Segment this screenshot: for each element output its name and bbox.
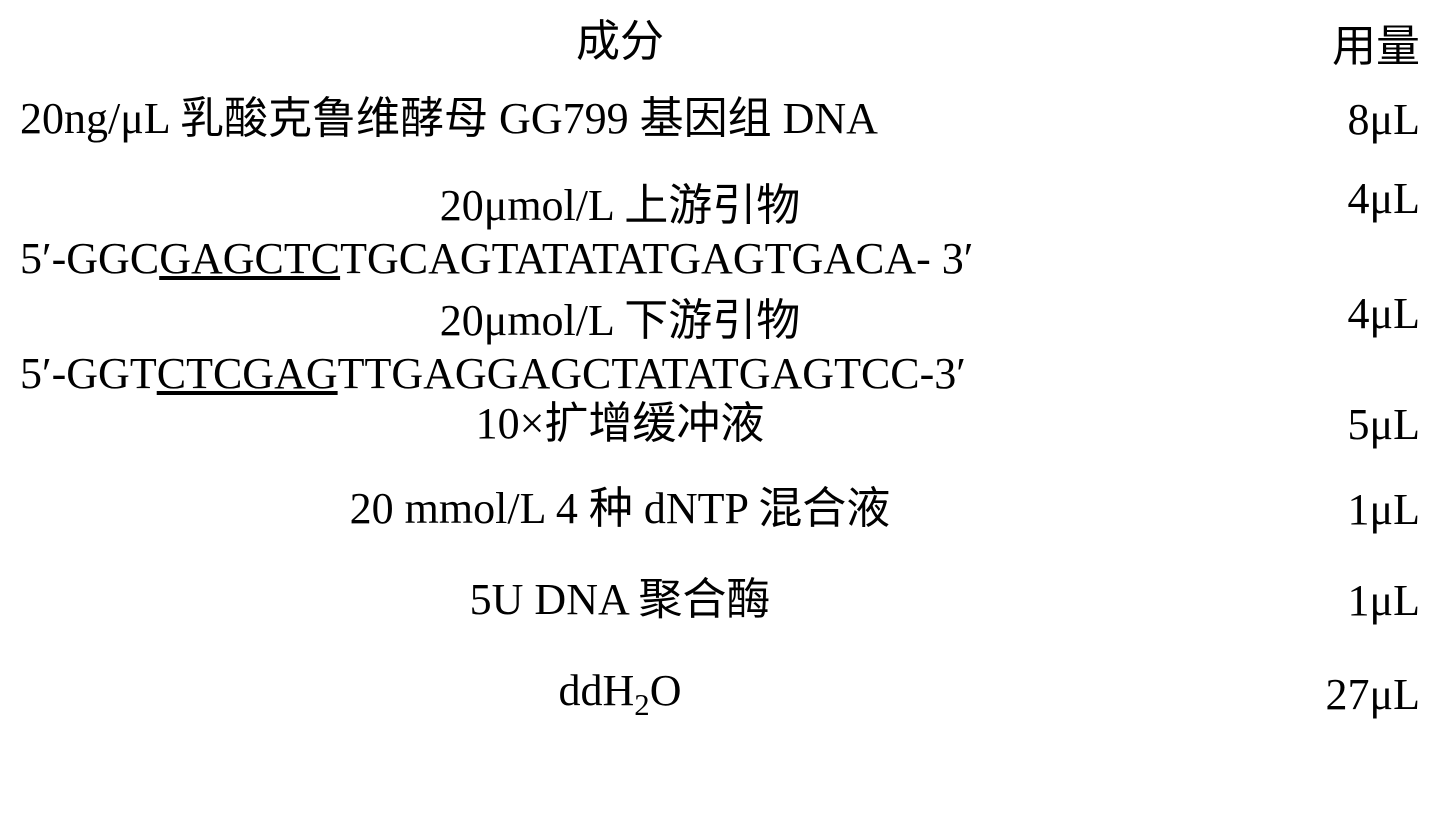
- component-cell: 10×扩增缓冲液: [20, 399, 1220, 450]
- seq-underlined: GAGCTC: [159, 234, 340, 283]
- seq-prefix: 5′-GGC: [20, 234, 159, 283]
- primer-sequence: 5′-GGCGAGCTCTGCAGTATATATGAGTGACA- 3′: [20, 233, 1220, 284]
- seq-suffix: TTGAGGAGCTATATGAGTCC-3′: [338, 349, 966, 398]
- table-row: 20μmol/L 下游引物 5′-GGTCTCGAGTTGAGGAGCTATAT…: [20, 284, 1420, 399]
- amount-cell: 27μL: [1220, 669, 1420, 720]
- seq-prefix: 5′-GGT: [20, 349, 157, 398]
- component-cell: 5U DNA 聚合酶: [20, 575, 1220, 626]
- amount-cell: 8μL: [1220, 94, 1420, 145]
- amount-cell: 4μL: [1220, 169, 1420, 284]
- seq-underlined: CTCGAG: [157, 349, 338, 398]
- water-subscript: 2: [634, 688, 649, 722]
- amount-cell: 4μL: [1220, 284, 1420, 399]
- table-row: 5U DNA 聚合酶 1μL: [20, 575, 1420, 626]
- reagent-table: 成分 用量 20ng/μL 乳酸克鲁维酵母 GG799 基因组 DNA 8μL …: [0, 0, 1450, 733]
- water-suffix: O: [650, 666, 682, 715]
- primer-title: 20μmol/L 上游引物: [20, 169, 1220, 233]
- primer-title: 20μmol/L 下游引物: [20, 284, 1220, 348]
- table-row: ddH2O 27μL: [20, 666, 1420, 723]
- amount-cell: 1μL: [1220, 575, 1420, 626]
- table-row: 10×扩增缓冲液 5μL: [20, 399, 1420, 450]
- table-header-row: 成分 用量: [20, 10, 1420, 74]
- table-row: 20ng/μL 乳酸克鲁维酵母 GG799 基因组 DNA 8μL: [20, 94, 1420, 145]
- header-component: 成分: [20, 17, 1220, 68]
- primer-component: 20μmol/L 上游引物 5′-GGCGAGCTCTGCAGTATATATGA…: [20, 169, 1220, 284]
- table-row: 20μmol/L 上游引物 5′-GGCGAGCTCTGCAGTATATATGA…: [20, 169, 1420, 284]
- component-cell: 20ng/μL 乳酸克鲁维酵母 GG799 基因组 DNA: [20, 94, 1220, 145]
- water-prefix: ddH: [559, 666, 635, 715]
- seq-suffix: TGCAGTATATATGAGTGACA- 3′: [340, 234, 973, 283]
- primer-component: 20μmol/L 下游引物 5′-GGTCTCGAGTTGAGGAGCTATAT…: [20, 284, 1220, 399]
- table-row: 20 mmol/L 4 种 dNTP 混合液 1μL: [20, 484, 1420, 535]
- component-cell: ddH2O: [20, 666, 1220, 723]
- component-cell: 20 mmol/L 4 种 dNTP 混合液: [20, 484, 1220, 535]
- header-amount: 用量: [1220, 10, 1420, 74]
- primer-sequence: 5′-GGTCTCGAGTTGAGGAGCTATATGAGTCC-3′: [20, 348, 1220, 399]
- amount-cell: 5μL: [1220, 399, 1420, 450]
- amount-cell: 1μL: [1220, 484, 1420, 535]
